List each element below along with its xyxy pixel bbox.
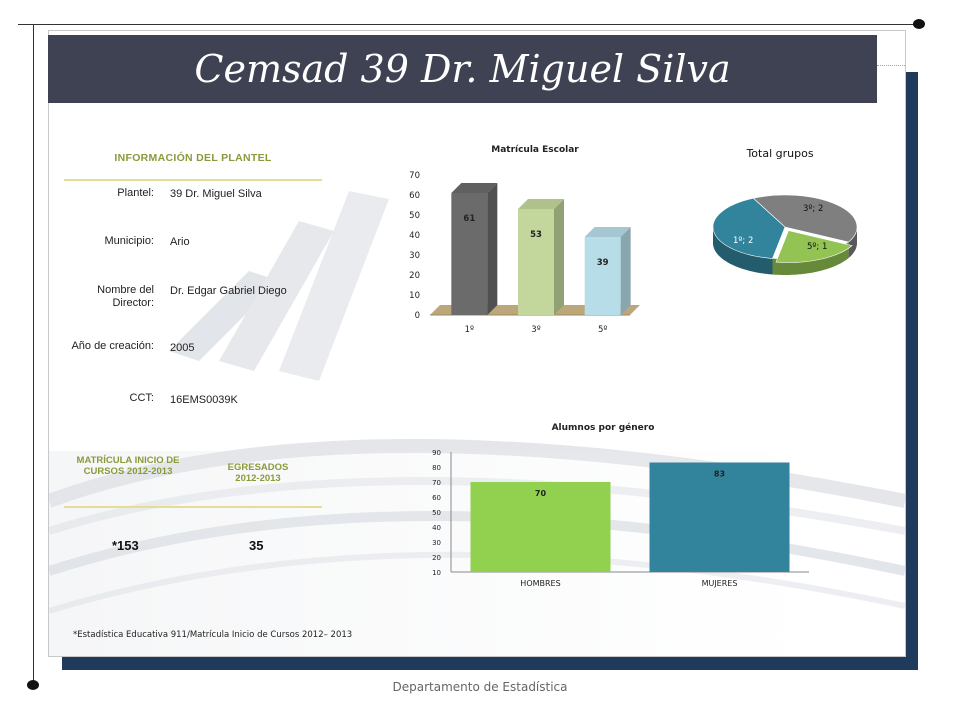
- bar-data-label: 70: [535, 489, 547, 498]
- label-creacion: Año de creación:: [71, 340, 154, 352]
- bar-front: [451, 193, 488, 315]
- x-tick-label: 1º: [465, 325, 474, 335]
- department-label: Departamento de Estadística: [392, 680, 568, 694]
- value-cct: 16EMS0039K: [170, 394, 238, 406]
- y-tick-label: 40: [409, 231, 420, 241]
- value-plantel: 39 Dr. Miguel Silva: [170, 188, 262, 200]
- chart-matricula: Matrícula Escolar 0 10 20 30 40 50 60 70 61 1º 53 3º…: [409, 145, 640, 335]
- info-divider: [64, 179, 322, 181]
- value-director: Dr. Edgar Gabriel Diego: [170, 285, 287, 297]
- y-tick-label: 70: [409, 171, 420, 181]
- label-municipio: Municipio:: [104, 235, 154, 247]
- info-heading: INFORMACIÓN DEL PLANTEL: [114, 152, 272, 164]
- bar-data-label: 83: [714, 470, 725, 479]
- y-tick-label: 10: [432, 569, 441, 577]
- label-director: Nombre del Director:: [97, 284, 154, 309]
- bottom-left-dot: [27, 680, 39, 690]
- x-tick-label: 3º: [531, 325, 540, 335]
- pie-data-label: 3º; 2: [803, 204, 823, 214]
- left-rule: [33, 24, 34, 686]
- top-right-dot: [913, 19, 925, 29]
- bar: [470, 482, 611, 572]
- x-tick-label: HOMBRES: [520, 579, 560, 588]
- y-tick-label: 10: [409, 291, 420, 301]
- bar-data-label: 61: [463, 214, 475, 224]
- bar-top: [584, 227, 631, 237]
- x-tick-label: MUJERES: [702, 579, 738, 588]
- bar-top: [451, 183, 498, 193]
- y-tick-label: 40: [432, 524, 441, 532]
- x-tick-label: 5º: [598, 325, 607, 335]
- bar-side: [620, 227, 631, 315]
- pie-slice: [775, 230, 853, 263]
- egresados-value: 35: [249, 538, 264, 553]
- bar-front: [584, 237, 621, 315]
- y-tick-label: 90: [432, 449, 441, 457]
- bar-side: [554, 199, 564, 315]
- title-bar: Cemsad 39 Dr. Miguel Silva: [48, 35, 877, 103]
- footnote: *Estadística Educativa 911/Matrícula Ini…: [73, 630, 353, 640]
- y-tick-label: 60: [409, 191, 420, 201]
- bar: [649, 462, 790, 572]
- bar-data-label: 53: [530, 230, 542, 240]
- title-dotted-edge: [877, 65, 905, 67]
- bar-data-label: 39: [597, 258, 609, 268]
- chart-total-grupos: Total grupos 1º; 2 3º; 2 5º; 1: [712, 147, 858, 275]
- pie-slice: [752, 194, 858, 243]
- pie-side-wall: [713, 227, 773, 275]
- value-municipio: Ario: [170, 236, 190, 248]
- chart-alumnos-genero: Alumnos por género 10 20 30 40 50 60 70 80 90 70 HO…: [432, 422, 809, 588]
- top-rule: [18, 24, 920, 25]
- y-tick-label: 20: [432, 554, 441, 562]
- chart-title: Alumnos por género: [552, 422, 655, 433]
- chart-title: Total grupos: [745, 147, 813, 160]
- matricula-value: *153: [112, 538, 139, 553]
- y-tick-label: 80: [432, 464, 441, 472]
- pie-slice: [712, 197, 786, 259]
- label-cct: CCT:: [129, 392, 154, 404]
- matricula-heading: MATRÍCULA INICIO DE CURSOS 2012-2013: [76, 455, 180, 477]
- value-creacion: 2005: [170, 342, 195, 354]
- y-tick-label: 30: [432, 539, 441, 547]
- pie-data-label: 5º; 1: [807, 242, 827, 252]
- bar-top: [518, 199, 564, 209]
- y-tick-label: 70: [432, 479, 441, 487]
- y-tick-label: 0: [415, 311, 420, 321]
- pie-data-label: 1º; 2: [733, 236, 753, 246]
- bar-side: [487, 183, 498, 315]
- y-tick-label: 20: [409, 271, 420, 281]
- chart-title: Matrícula Escolar: [491, 145, 579, 155]
- label-plantel: Plantel:: [117, 187, 154, 199]
- egresados-heading: EGRESADOS 2012-2013: [227, 462, 289, 484]
- y-tick-label: 30: [409, 251, 420, 261]
- y-tick-label: 50: [409, 211, 420, 221]
- y-tick-label: 50: [432, 509, 441, 517]
- stats-divider: [64, 506, 322, 508]
- page-title: Cemsad 39 Dr. Miguel Silva: [194, 47, 731, 91]
- y-tick-label: 60: [432, 494, 441, 502]
- bar-front: [518, 209, 554, 315]
